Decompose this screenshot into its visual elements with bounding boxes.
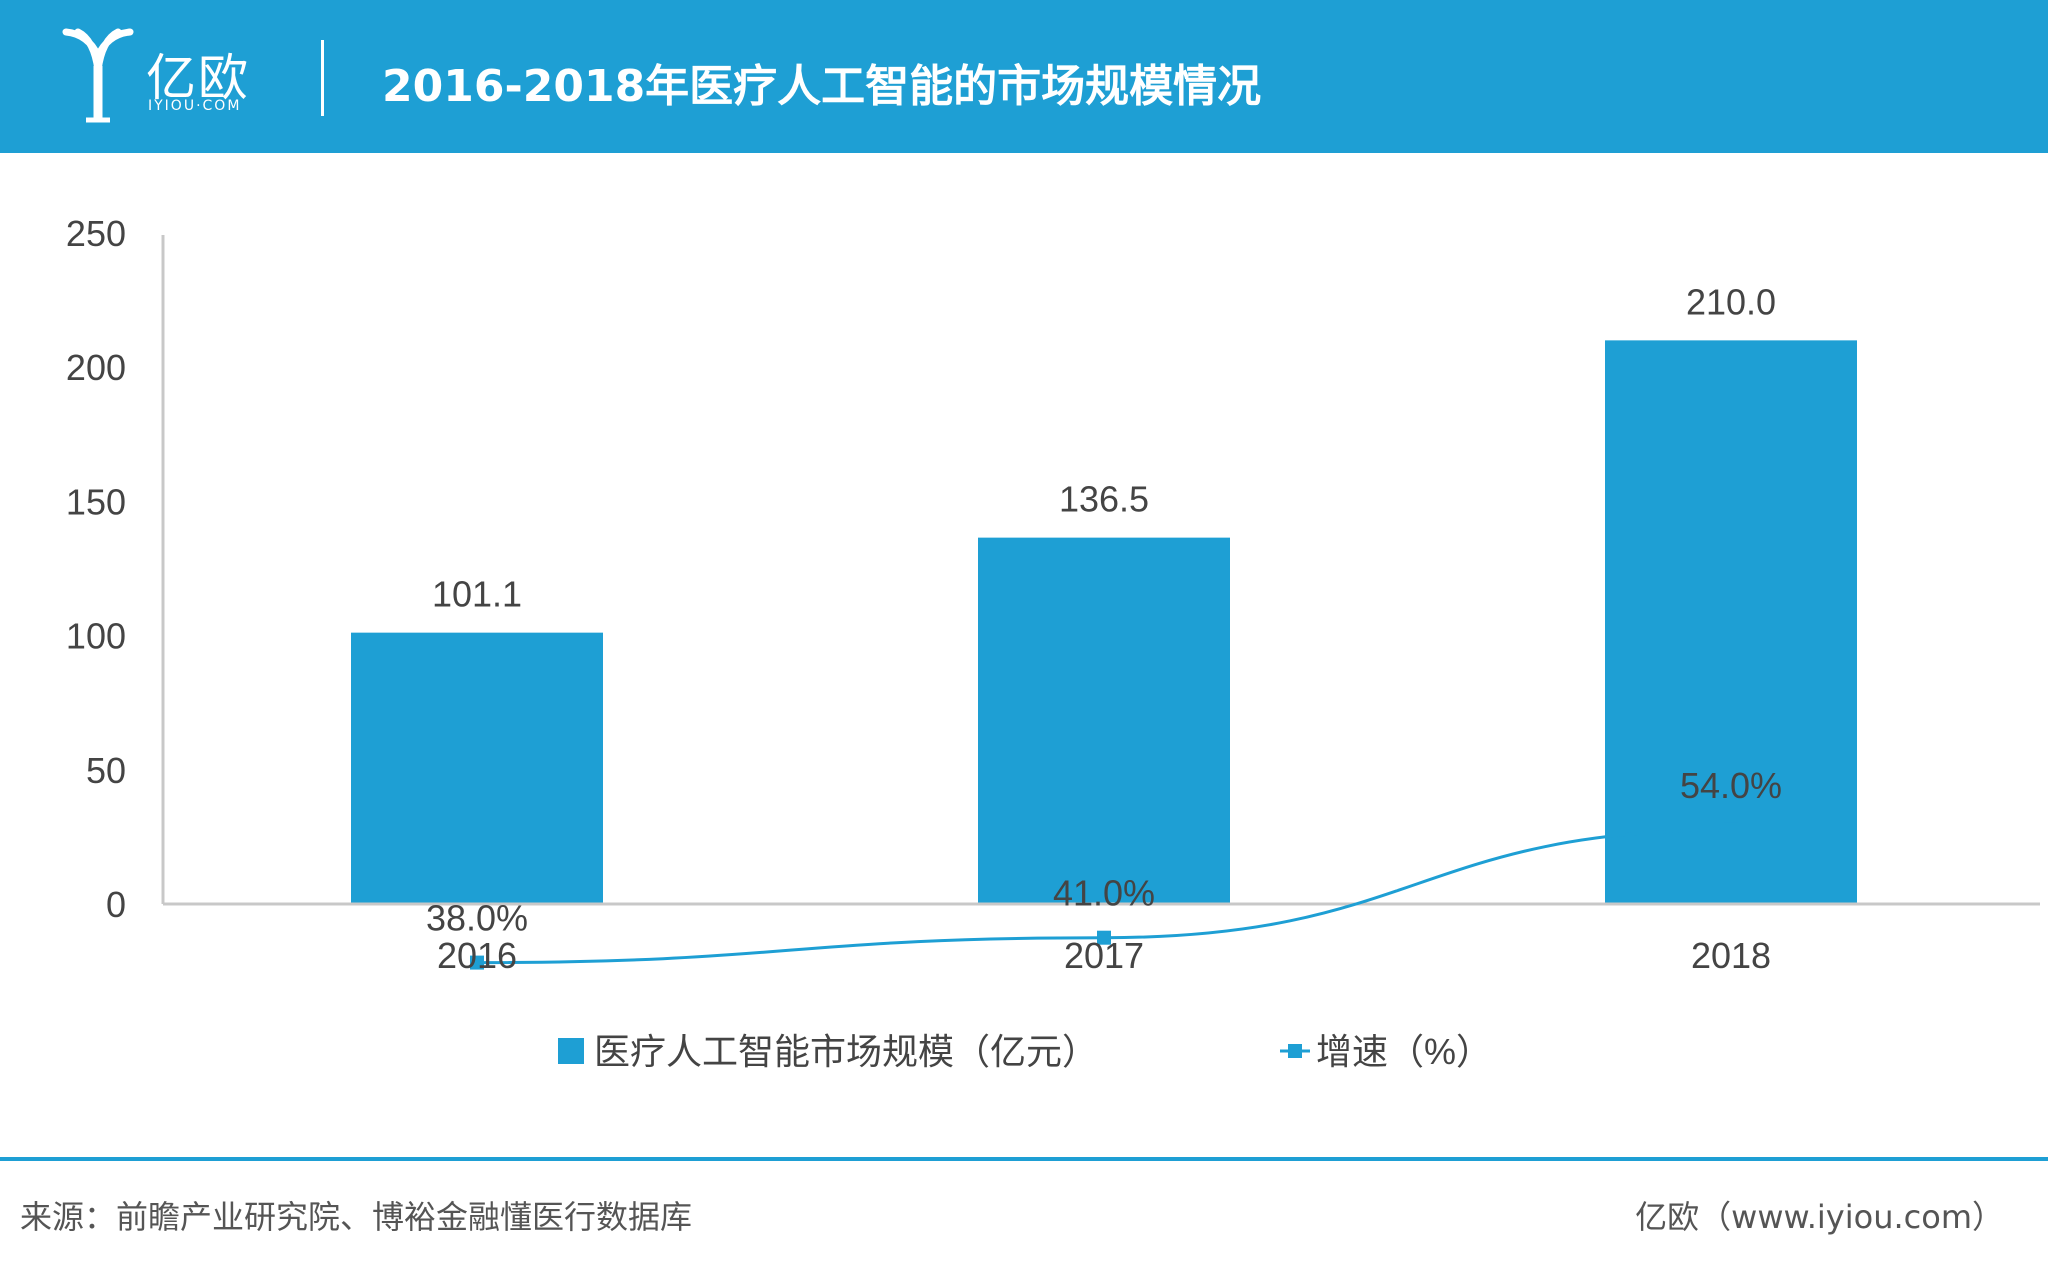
bar-value-label: 136.5 xyxy=(1059,479,1149,520)
legend-swatch-marker xyxy=(1288,1044,1302,1058)
growth-value-label: 38.0% xyxy=(426,898,528,939)
header-bar: 亿欧 IYIOU·COM 2016-2018年医疗人工智能的市场规模情况 xyxy=(0,0,2048,153)
header-divider xyxy=(321,40,324,116)
page-title: 2016-2018年医疗人工智能的市场规模情况 xyxy=(382,61,1262,112)
y-tick-label: 150 xyxy=(66,481,126,522)
y-tick-label: 100 xyxy=(66,616,126,657)
source-note: 来源：前瞻产业研究院、博裕金融懂医行数据库 xyxy=(20,1198,693,1236)
y-tick-label: 200 xyxy=(66,347,126,388)
growth-value-label: 41.0% xyxy=(1053,873,1155,914)
x-tick-label: 2017 xyxy=(1064,935,1144,976)
growth-value-label: 54.0% xyxy=(1680,765,1782,806)
legend-swatch-bar xyxy=(558,1038,584,1064)
x-tick-label: 2018 xyxy=(1691,935,1771,976)
y-tick-label: 250 xyxy=(66,213,126,254)
brand-name: 亿欧 xyxy=(146,49,250,107)
bar-value-label: 210.0 xyxy=(1686,281,1776,322)
x-axis-ticks: 2016 2017 2018 xyxy=(437,935,1771,976)
y-tick-label: 0 xyxy=(106,884,126,925)
growth-point-2017 xyxy=(1097,930,1111,945)
brand-url: IYIOU·COM xyxy=(148,98,242,114)
footer-rule xyxy=(0,1157,2048,1161)
legend: 医疗人工智能市场规模（亿元） 增速（%） xyxy=(558,1031,1492,1072)
x-tick-label: 2016 xyxy=(437,935,517,976)
market-size-chart: 0 50 100 150 200 250 101.1 136.5 210.0 38.0% 41.… xyxy=(66,213,2040,1072)
bar-2018 xyxy=(1605,340,1857,904)
bar-value-labels: 101.1 136.5 210.0 xyxy=(432,281,1776,614)
bar-value-label: 101.1 xyxy=(432,574,522,615)
y-axis-ticks: 0 50 100 150 200 250 xyxy=(66,213,126,925)
growth-point-2018 xyxy=(1724,822,1738,837)
legend-label-bar: 医疗人工智能市场规模（亿元） xyxy=(594,1031,1098,1072)
y-tick-label: 50 xyxy=(86,750,126,791)
bar-series xyxy=(351,340,1857,904)
site-credit: 亿欧（www.iyiou.com） xyxy=(1635,1198,2004,1236)
bar-2017 xyxy=(978,537,1230,904)
bar-2016 xyxy=(351,632,603,904)
growth-point-2016 xyxy=(470,955,484,970)
iyiou-logo-icon xyxy=(62,28,134,123)
legend-label-line: 增速（%） xyxy=(1316,1031,1492,1072)
growth-line-series: 38.0% 41.0% 54.0% xyxy=(426,765,1782,970)
